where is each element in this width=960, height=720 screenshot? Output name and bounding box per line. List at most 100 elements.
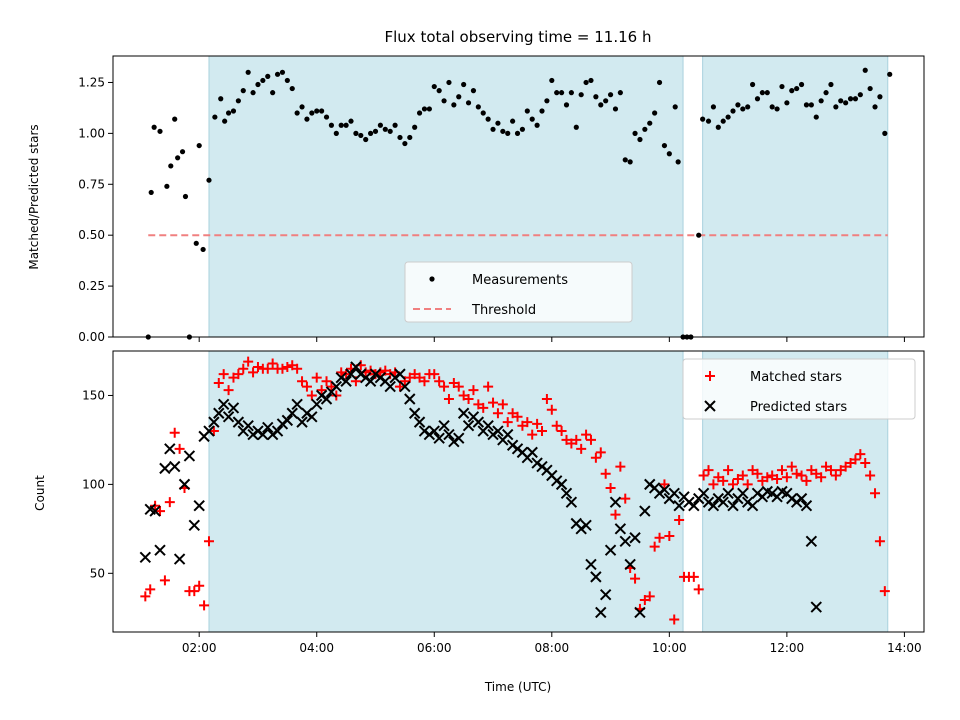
matched-point <box>630 573 641 584</box>
matched-point <box>321 376 332 387</box>
measurement-point <box>284 77 290 84</box>
predicted-point <box>639 505 651 517</box>
measurement-point <box>475 104 481 110</box>
legend-label: Measurements <box>472 273 568 288</box>
matched-point <box>664 530 675 541</box>
top-ylabel: Matched/Predicted stars <box>27 124 41 269</box>
measurement-point <box>539 108 545 114</box>
measurement-point <box>353 130 359 136</box>
measurement-point <box>730 108 736 114</box>
predicted-point <box>217 398 230 411</box>
measurement-point <box>392 122 398 128</box>
predicted-point <box>291 398 303 411</box>
matched-point <box>262 363 273 374</box>
predicted-point <box>619 535 631 548</box>
predicted-point <box>457 407 470 419</box>
matched-point <box>659 479 670 490</box>
measurement-point <box>480 110 486 116</box>
matched-point <box>233 369 244 380</box>
predicted-point <box>149 505 161 517</box>
matched-point <box>865 470 876 481</box>
predicted-point <box>443 428 455 441</box>
matched-point <box>551 420 562 431</box>
predicted-point <box>262 421 274 434</box>
matched-point <box>483 381 494 392</box>
measurement-point <box>872 104 878 110</box>
measurement-point <box>157 128 163 134</box>
matched-point <box>688 571 699 582</box>
measurement-point <box>661 142 668 149</box>
measurement-point <box>617 90 623 96</box>
measurement-point <box>196 142 202 149</box>
matched-point <box>585 434 596 445</box>
measurement-point <box>279 69 286 75</box>
matched-point <box>223 385 234 396</box>
matched-point <box>497 399 508 410</box>
predicted-point <box>717 496 729 508</box>
predicted-point <box>271 425 284 437</box>
measurement-point <box>235 98 241 104</box>
measurement-point <box>593 94 599 100</box>
predicted-point <box>707 500 720 512</box>
predicted-point <box>599 588 612 601</box>
measurement-point <box>164 183 170 189</box>
matched-point <box>316 385 327 396</box>
matched-point <box>306 390 317 401</box>
measurement-point <box>465 100 472 106</box>
matched-point <box>311 372 322 383</box>
matched-point <box>546 404 557 415</box>
measurement-point <box>148 189 154 196</box>
predicted-point <box>384 380 396 393</box>
shaded-interval-1 <box>702 55 889 338</box>
predicted-point <box>629 532 641 544</box>
measurement-point <box>627 159 633 165</box>
predicted-point <box>433 432 445 444</box>
predicted-point <box>810 601 822 613</box>
measurement-point <box>265 73 271 79</box>
matched-point <box>874 536 885 547</box>
matched-point <box>595 447 606 458</box>
matched-point <box>556 426 567 437</box>
matched-point <box>610 509 621 520</box>
matched-point <box>199 600 210 611</box>
measurement-point <box>558 90 565 96</box>
measurement-point <box>193 240 199 246</box>
predicted-point <box>364 375 377 387</box>
predicted-point <box>193 500 205 512</box>
matched-point <box>581 429 592 440</box>
predicted-point <box>697 487 710 499</box>
matched-point <box>708 479 719 490</box>
measurement-point <box>578 92 584 98</box>
measurement-point <box>632 130 638 136</box>
predicted-point <box>173 553 186 565</box>
legend-box <box>682 358 916 420</box>
x-tick-label: 06:00 <box>417 641 452 655</box>
legend-label: Predicted stars <box>750 400 847 415</box>
measurement-point <box>470 88 477 94</box>
measurement-point <box>225 110 232 116</box>
measurement-point <box>710 104 717 110</box>
measurement-point <box>182 193 189 200</box>
predicted-point <box>257 428 269 441</box>
matched-point <box>243 356 254 367</box>
x-tick-label: 10:00 <box>652 641 687 655</box>
predicted-point <box>154 544 166 556</box>
measurement-point <box>387 128 393 134</box>
matched-point <box>605 482 616 493</box>
measurement-point <box>696 232 702 238</box>
measurement-point <box>789 88 795 94</box>
measurement-point <box>573 124 579 130</box>
matched-point <box>644 591 655 602</box>
predicted-point <box>462 419 475 432</box>
matched-point <box>140 591 151 602</box>
measurement-point <box>534 122 540 128</box>
measurement-point <box>529 116 535 122</box>
matched-point <box>502 417 513 428</box>
series-measurements <box>145 67 893 340</box>
matched-point <box>796 470 807 481</box>
measurement-point <box>652 110 658 116</box>
measurement-point <box>168 163 174 169</box>
measurement-point <box>808 102 814 108</box>
measurement-point <box>363 136 369 143</box>
matched-point <box>870 488 881 499</box>
